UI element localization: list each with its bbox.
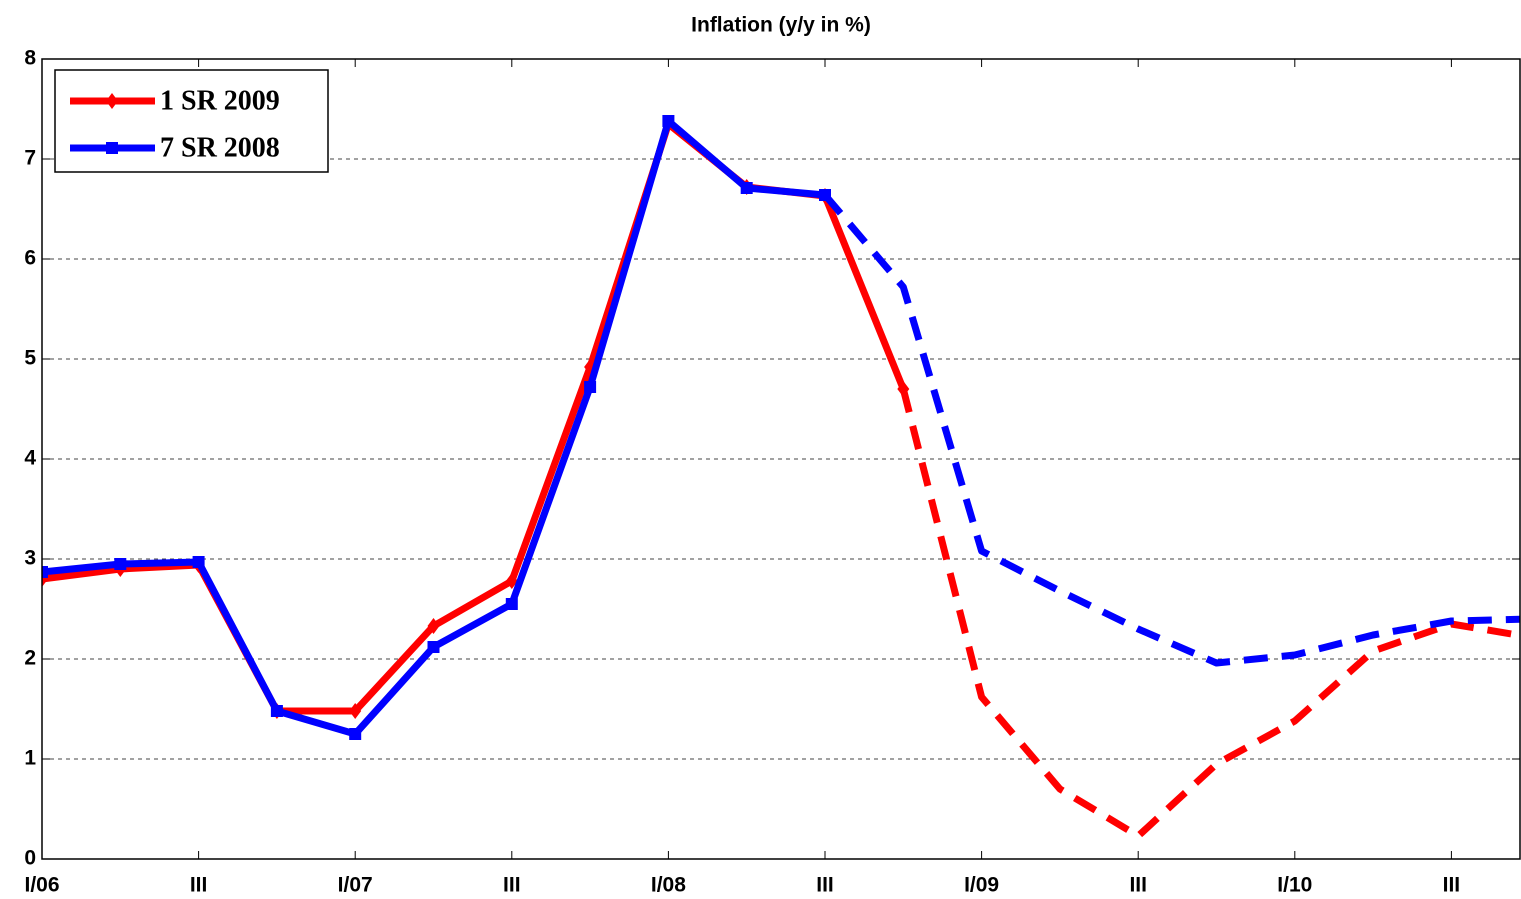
x-tick-label: III [503,874,521,897]
marker [662,115,675,127]
y-tick-label: 2 [24,647,36,670]
legend: 1 SR 2009 7 SR 2008 [54,69,329,173]
marker [819,189,831,201]
series-line [899,388,1520,840]
marker [114,558,127,570]
y-tick-label: 3 [24,547,36,570]
y-tick-label: 6 [24,247,36,270]
marker [42,566,48,578]
marker [349,728,362,740]
y-tick-label: 1 [24,747,36,770]
chart-title: Inflation (y/y in %) [691,14,871,37]
y-tick-label: 7 [24,147,36,170]
marker [897,381,910,397]
marker [427,641,440,653]
x-tick-label: III [1443,874,1461,897]
x-tick-label: III [190,874,208,897]
x-tick-label: I/09 [964,874,999,897]
plot [42,115,1520,840]
x-tick-label: I/08 [651,874,686,897]
y-tick-label: 5 [24,347,36,370]
marker [349,703,362,719]
marker [584,381,597,393]
legend-label: 7 SR 2008 [160,132,280,163]
y-tick-label: 4 [24,447,36,470]
legend-box [54,69,329,173]
x-tick-label: I/10 [1277,874,1312,897]
plot-frame [41,58,1521,860]
marker [270,705,283,717]
marker [740,182,753,194]
x-tick-label: I/06 [24,874,59,897]
y-tick-label: 0 [24,847,36,870]
marker [505,598,518,610]
series-line [822,192,1520,667]
marker [106,93,118,109]
legend-label: 1 SR 2009 [160,85,280,116]
marker [192,556,205,568]
marker [505,573,518,589]
labels: 0 1 2 3 4 5 6 7 8 I/06 III I/07 III I/08 III I/09 III I/1… [24,47,1460,897]
y-tick-label: 8 [24,47,36,70]
x-tick-label: III [816,874,834,897]
marker [106,142,118,154]
marker [427,618,440,634]
x-tick-label: III [1129,874,1147,897]
x-tick-label: I/07 [338,874,373,897]
